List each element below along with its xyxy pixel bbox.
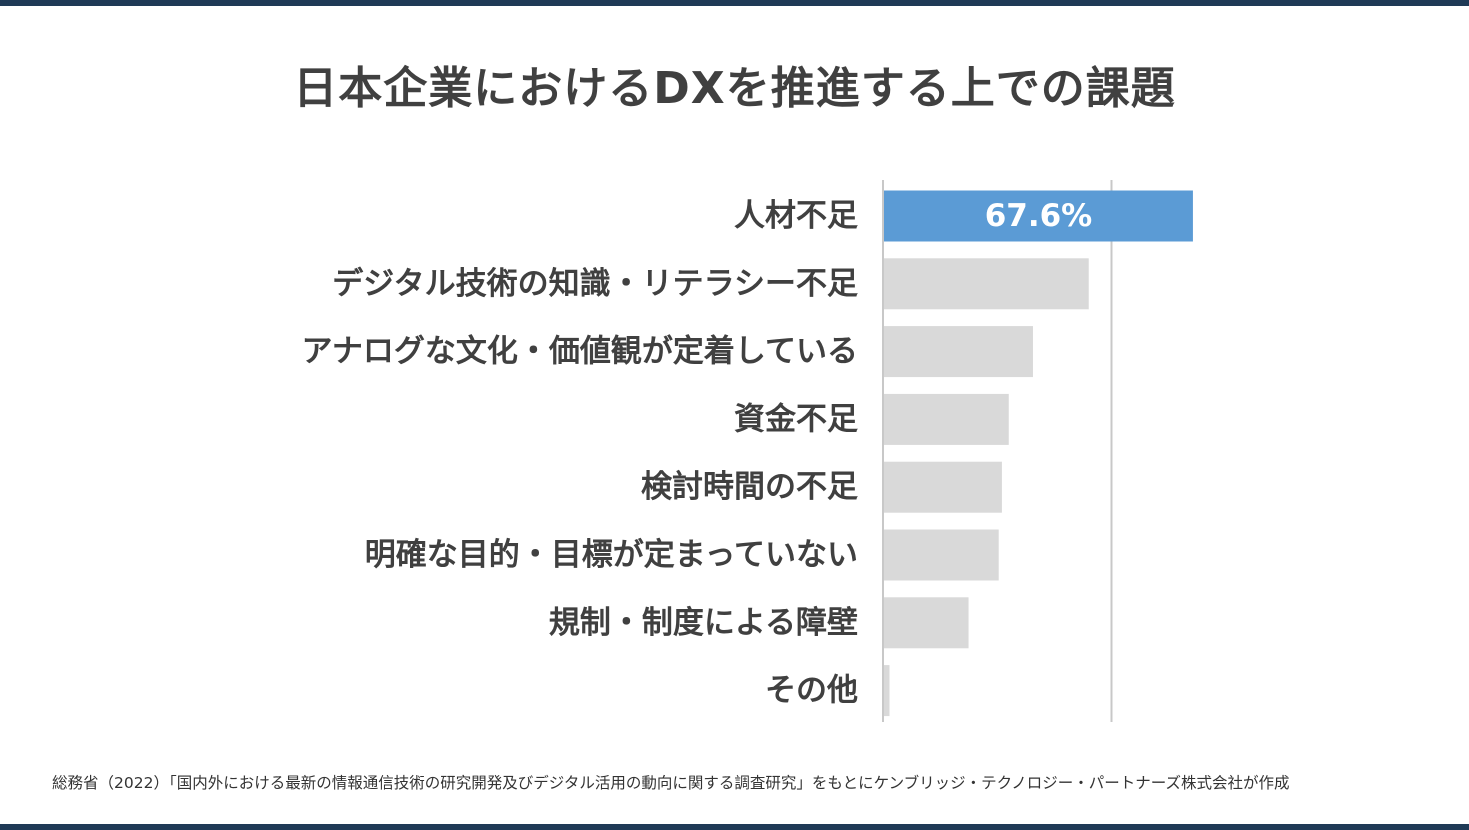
category-label-5: 明確な目的・目標が定まっていない	[365, 537, 858, 573]
data-label-0: 67.6%	[985, 198, 1093, 234]
bar-4	[884, 461, 1002, 513]
category-label-0: 人材不足	[734, 198, 858, 234]
bar-5	[884, 529, 999, 581]
bar-7	[884, 665, 890, 717]
top-rule	[0, 0, 1469, 6]
bottom-rule	[0, 824, 1469, 830]
source-note: 総務省（2022）「国内外における最新の情報通信技術の研究開発及びデジタル活用の…	[52, 774, 1290, 792]
bar-2	[884, 326, 1033, 378]
category-label-2: アナログな文化・価値観が定着している	[302, 334, 858, 370]
bar-0	[884, 190, 1193, 242]
category-label-6: 規制・制度による障壁	[549, 605, 858, 641]
bar-1	[884, 258, 1089, 310]
bar-6	[884, 597, 969, 649]
category-label-7: その他	[765, 673, 858, 709]
category-label-4: 検討時間の不足	[641, 469, 858, 505]
category-label-3: 資金不足	[734, 401, 858, 437]
bar-3	[884, 393, 1009, 445]
category-label-1: デジタル技術の知識・リテラシー不足	[332, 266, 858, 302]
page-title: 日本企業におけるDXを推進する上での課題	[293, 63, 1176, 114]
